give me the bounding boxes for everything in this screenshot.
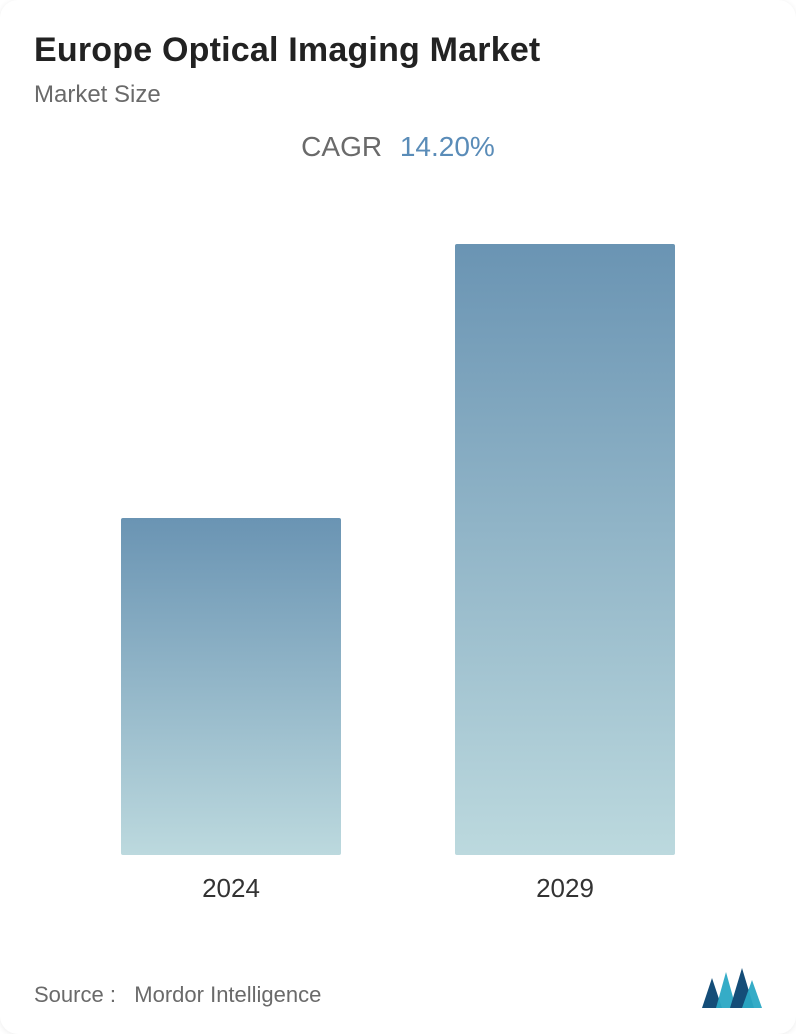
bar-2024 [121, 518, 341, 855]
bar-slot-2029: 2029 [455, 244, 675, 904]
source-line: Source : Mordor Intelligence [34, 982, 321, 1008]
brand-logo-icon [702, 968, 762, 1008]
x-label-2029: 2029 [536, 873, 594, 904]
bar-container: 2024 2029 [34, 244, 762, 904]
cagr-row: CAGR 14.20% [34, 131, 762, 163]
cagr-label: CAGR [301, 131, 382, 162]
source-prefix: Source : [34, 982, 116, 1007]
bar-2029 [455, 244, 675, 855]
bar-slot-2024: 2024 [121, 244, 341, 904]
chart-subtitle: Market Size [34, 81, 762, 109]
chart-card: Europe Optical Imaging Market Market Siz… [0, 0, 796, 1034]
source-name: Mordor Intelligence [134, 982, 321, 1007]
x-label-2024: 2024 [202, 873, 260, 904]
footer: Source : Mordor Intelligence [34, 960, 762, 1008]
chart-area: 2024 2029 [34, 191, 762, 960]
chart-title: Europe Optical Imaging Market [34, 30, 762, 71]
cagr-value: 14.20% [400, 131, 495, 162]
